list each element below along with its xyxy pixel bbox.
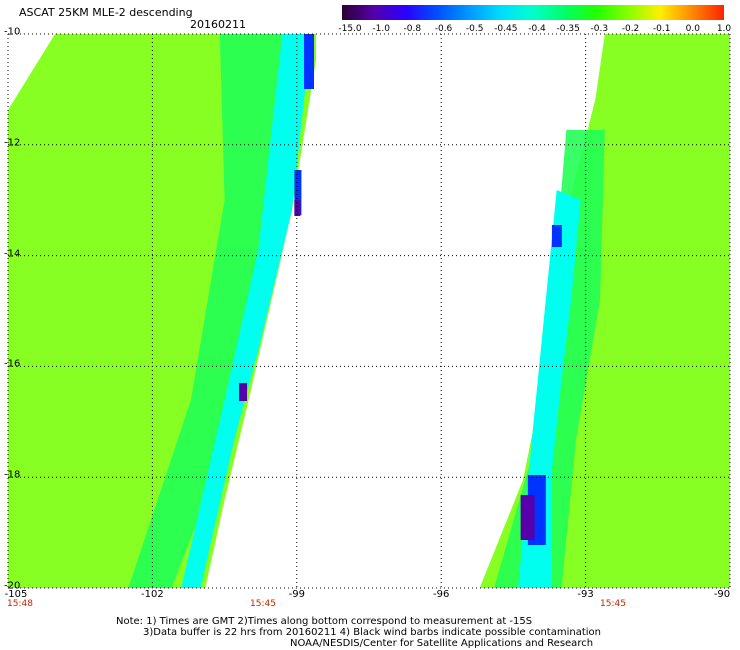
longitude-label: -99 <box>288 589 305 600</box>
note-line-2: 3)Data buffer is 22 hrs from 20160211 4)… <box>143 627 601 638</box>
latitude-label: -20 <box>4 580 21 592</box>
note-line-1: Note: 1) Times are GMT 2)Times along bot… <box>116 616 533 627</box>
latitude-label: -16 <box>4 358 21 370</box>
right-edge-blue-1 <box>551 225 562 247</box>
colorbar-label: -0.8 <box>403 24 422 34</box>
left-swath-notch <box>8 34 55 110</box>
pass-time-1: 15:48 <box>7 599 33 609</box>
latitude-label: -10 <box>4 26 21 38</box>
colorbar-label: -0.4 <box>528 24 546 34</box>
colorbar-label: 0.0 <box>685 24 700 34</box>
colorbar-label: -0.45 <box>494 24 518 34</box>
left-swath-edge <box>181 34 312 588</box>
longitude-label: -105 <box>4 589 28 600</box>
pass-time-3: 15:45 <box>600 599 626 609</box>
left-edge-purple-2 <box>239 383 248 401</box>
latitude-label: -18 <box>4 469 21 481</box>
colorbar-label: -0.1 <box>652 24 671 34</box>
pass-time-2: 15:45 <box>250 599 276 609</box>
colorbar-label: -0.6 <box>434 24 453 34</box>
colorbar-label: -0.35 <box>556 24 580 34</box>
colorbar-label: -15.0 <box>338 24 362 34</box>
colorbar <box>342 5 724 20</box>
colorbar-label: -1.0 <box>372 24 390 34</box>
longitude-label: -96 <box>433 589 450 600</box>
longitude-label: -102 <box>141 589 164 600</box>
right-edge-purple <box>520 495 535 540</box>
longitude-label: -93 <box>577 589 594 600</box>
latitude-label: -12 <box>4 137 21 149</box>
colorbar-label: -0.3 <box>590 24 609 34</box>
left-edge-blue-1 <box>304 34 315 89</box>
colorbar-label: 1.0 <box>716 24 732 34</box>
latitude-label: -14 <box>4 248 21 260</box>
chart-title: ASCAT 25KM MLE-2 descending <box>19 6 193 19</box>
note-line-3: NOAA/NESDIS/Center for Satellite Applica… <box>290 638 594 649</box>
left-edge-blue-2 <box>294 170 302 215</box>
longitude-label: -90 <box>713 589 731 600</box>
date-label: 20160211 <box>190 18 246 31</box>
colorbar-label: -0.5 <box>465 24 484 34</box>
left-edge-purple-1 <box>294 200 301 216</box>
left-swath-band <box>128 34 288 588</box>
colorbar-label: -0.2 <box>621 24 640 34</box>
right-swath <box>479 34 730 588</box>
